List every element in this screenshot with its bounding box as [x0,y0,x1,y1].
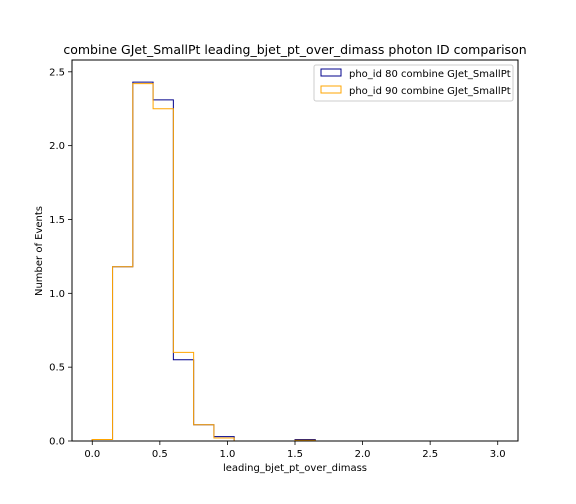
legend-swatch-pho-id-90 [320,85,342,94]
y-tick-label: 2.5 [49,67,65,78]
y-tick-label: 0.0 [49,437,65,448]
legend-label-pho-id-80: pho_id 80 combine GJet_SmallPt [349,69,511,80]
x-tick-label: 1.5 [287,449,303,460]
x-tick-label: 2.0 [355,449,371,460]
y-tick-label: 2.0 [49,141,65,152]
y-tick-label: 1.5 [49,215,65,226]
x-tick-label: 0.5 [152,449,168,460]
x-tick-label: 1.0 [219,449,235,460]
y-axis-label: Number of Events [34,206,45,296]
legend-swatch-pho-id-80 [320,68,342,77]
legend: pho_id 80 combine GJet_SmallPt pho_id 90… [313,64,514,102]
x-axis-label: leading_bjet_pt_over_dimass [223,463,367,474]
x-axis: 0.0 0.5 1.0 1.5 2.0 2.5 3.0 [84,441,506,460]
x-tick-label: 2.5 [422,449,438,460]
chart-title: combine GJet_SmallPt leading_bjet_pt_ove… [63,42,526,57]
y-tick-label: 1.0 [49,289,65,300]
x-tick-label: 0.0 [84,449,100,460]
legend-label-pho-id-90: pho_id 90 combine GJet_SmallPt [349,86,511,97]
x-tick-label: 3.0 [490,449,506,460]
y-tick-label: 0.5 [49,363,65,374]
legend-box [313,64,514,102]
y-axis: 0.0 0.5 1.0 1.5 2.0 2.5 [49,67,72,448]
